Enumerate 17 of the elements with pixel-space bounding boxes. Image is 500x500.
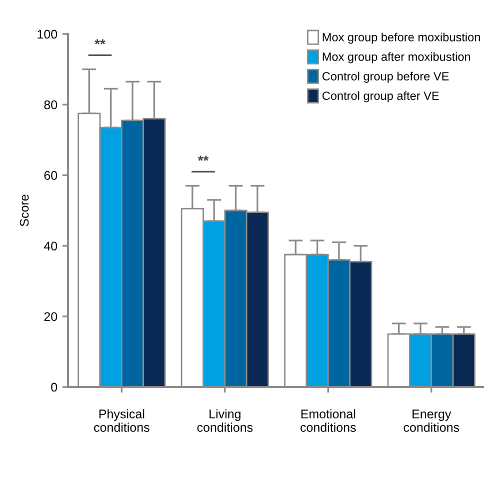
legend-label: Control group before VE	[322, 72, 449, 83]
annotation: **	[94, 39, 106, 44]
x-tick-label: Physical conditions	[94, 409, 150, 432]
legend-label: Control group after VE	[322, 91, 439, 102]
legend-label: Mox group after moxibustion	[322, 52, 470, 64]
y-axis-title: Score	[20, 194, 29, 226]
x-tick-label: Energy conditions	[404, 410, 460, 432]
y-tick-label: 20	[44, 312, 58, 322]
x-tick-label: Emotional conditions	[300, 409, 356, 432]
y-tick-label: 100	[38, 30, 58, 39]
legend-label: Mox group before moxibustion	[322, 32, 480, 44]
x-tick-label: Living conditions	[197, 409, 253, 432]
y-tick-label: 60	[44, 171, 58, 180]
y-tick-label: 40	[44, 242, 58, 250]
y-tick-label: 0	[51, 382, 58, 392]
y-tick-label: 80	[44, 100, 58, 110]
annotation: **	[198, 156, 209, 161]
